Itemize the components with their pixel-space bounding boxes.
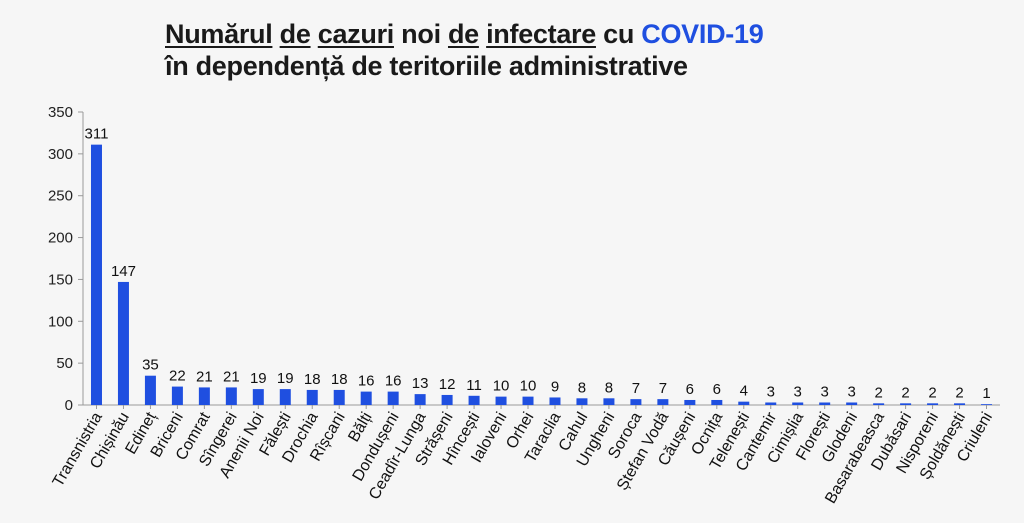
- data-label: 10: [493, 378, 510, 395]
- bar: [117, 281, 129, 405]
- bar: [225, 387, 237, 405]
- bar: [495, 396, 507, 405]
- y-tick-label: 150: [48, 271, 73, 288]
- bar: [792, 402, 804, 405]
- data-label: 3: [847, 383, 855, 400]
- chart-title: Numărul de cazuri noi de infectare cu CO…: [165, 18, 764, 82]
- bar: [873, 403, 885, 405]
- y-tick-label: 250: [48, 188, 73, 205]
- bar: [306, 389, 318, 405]
- data-label: 1: [982, 385, 990, 402]
- data-label: 3: [767, 383, 775, 400]
- y-tick-label: 100: [48, 313, 73, 330]
- bar: [333, 389, 345, 405]
- bar: [900, 403, 912, 405]
- data-label: 35: [142, 357, 159, 374]
- data-label: 13: [412, 375, 429, 392]
- bar: [765, 402, 777, 405]
- bar: [981, 404, 993, 405]
- data-label: 16: [358, 373, 375, 390]
- data-label: 3: [794, 383, 802, 400]
- bar: [522, 396, 534, 405]
- data-label: 12: [439, 376, 456, 393]
- chart-subtitle-line: în dependență de teritoriile administrat…: [165, 51, 688, 81]
- bar: [657, 399, 669, 405]
- bar: [252, 389, 264, 405]
- title-text: noi: [393, 19, 448, 49]
- data-label: 22: [169, 368, 186, 385]
- data-label: 16: [385, 373, 402, 390]
- bar: [360, 391, 372, 405]
- bar: [603, 398, 615, 405]
- data-label: 21: [196, 368, 213, 385]
- bar: [198, 387, 210, 405]
- title-word: de: [447, 19, 479, 49]
- title-word: Numărul: [165, 19, 273, 49]
- data-label: 7: [659, 380, 667, 397]
- bar: [549, 397, 561, 405]
- bar: [576, 398, 588, 405]
- bar: [846, 402, 858, 405]
- data-label: 6: [713, 381, 721, 398]
- title-word: de: [279, 19, 311, 49]
- y-tick-label: 200: [48, 230, 73, 247]
- bar: [387, 391, 399, 405]
- bar: [414, 394, 426, 405]
- data-label: 9: [551, 378, 559, 395]
- bar: [684, 399, 696, 405]
- data-label: 7: [632, 380, 640, 397]
- data-label: 4: [740, 383, 748, 400]
- title-text: cu: [595, 19, 642, 49]
- data-label: 18: [304, 371, 321, 388]
- bar: [441, 394, 453, 405]
- data-label: 311: [85, 126, 109, 143]
- data-label: 19: [277, 370, 294, 387]
- data-label: 19: [250, 370, 267, 387]
- bar: [468, 395, 480, 405]
- bar: [711, 399, 723, 405]
- data-label: 3: [821, 383, 829, 400]
- y-tick-label: 350: [48, 104, 73, 121]
- bar: [819, 402, 831, 405]
- bar: [90, 144, 102, 406]
- bar: [738, 401, 750, 405]
- bar: [171, 386, 183, 405]
- y-tick-label: 300: [48, 146, 73, 163]
- data-label: 21: [223, 368, 240, 385]
- bar: [144, 375, 156, 405]
- bar: [954, 403, 966, 405]
- data-label: 8: [578, 379, 586, 396]
- bar: [279, 389, 291, 405]
- title-word: cazuri: [317, 19, 395, 49]
- bar: [927, 403, 939, 405]
- data-label: 11: [466, 377, 482, 394]
- data-label: 10: [520, 378, 537, 395]
- title-word: infectare: [486, 19, 596, 49]
- title-highlight: COVID-19: [641, 19, 764, 49]
- data-label: 2: [928, 384, 936, 401]
- y-tick-label: 0: [65, 397, 73, 414]
- bar: [630, 399, 642, 405]
- data-label: 6: [686, 381, 694, 398]
- data-label: 2: [874, 384, 882, 401]
- data-label: 2: [955, 384, 963, 401]
- data-label: 147: [111, 263, 136, 280]
- data-label: 2: [901, 384, 909, 401]
- data-label: 8: [605, 379, 613, 396]
- data-label: 18: [331, 371, 348, 388]
- y-tick-label: 50: [56, 355, 73, 372]
